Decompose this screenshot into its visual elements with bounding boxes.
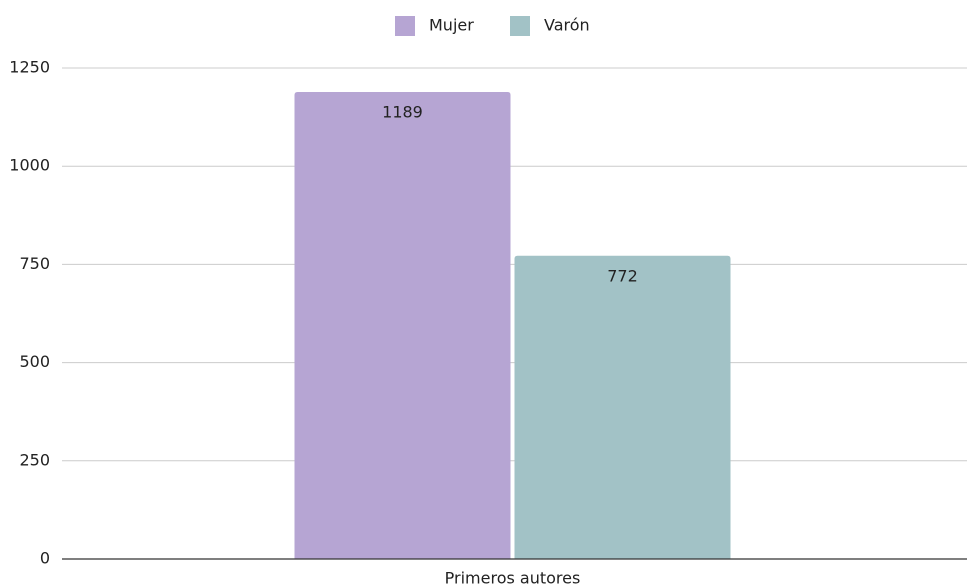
y-tick-label: 250 — [19, 450, 50, 469]
data-label: 772 — [607, 266, 638, 285]
legend-label: Mujer — [429, 16, 474, 35]
y-tick-label: 750 — [19, 254, 50, 273]
y-tick-label: 500 — [19, 352, 50, 371]
data-label: 1189 — [382, 102, 423, 121]
y-tick-label: 1000 — [9, 156, 50, 175]
legend-label: Varón — [544, 16, 590, 35]
y-tick-label: 1250 — [9, 58, 50, 77]
legend-swatch — [510, 16, 530, 36]
legend-swatch — [395, 16, 415, 36]
bar — [514, 255, 731, 559]
bar — [294, 91, 511, 559]
y-tick-label: 0 — [40, 549, 50, 568]
x-tick-label: Primeros autores — [445, 569, 581, 587]
